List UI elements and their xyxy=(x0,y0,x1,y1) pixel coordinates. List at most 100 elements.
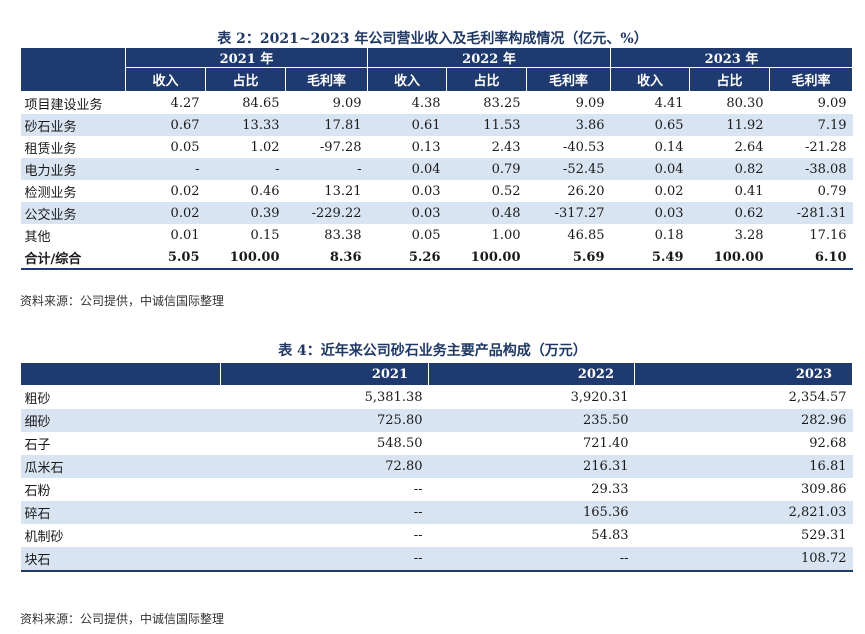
column-header: 占比 xyxy=(689,67,771,92)
row-label: 石子 xyxy=(24,438,51,453)
table-cell: -40.53 xyxy=(562,139,605,155)
year-header: 2022 xyxy=(428,362,635,386)
table-cell: -52.45 xyxy=(526,158,611,180)
table-cell: 5.05 xyxy=(125,246,206,270)
row-label: 砂石业务 xyxy=(20,114,126,136)
table-cell: 309.86 xyxy=(801,482,847,497)
year-header: 2022 年 xyxy=(367,47,612,68)
table-cell: 216.31 xyxy=(428,455,635,478)
table-cell: 100.00 xyxy=(446,246,527,270)
table-cell: -229.22 xyxy=(285,202,368,224)
table-cell: 0.04 xyxy=(367,158,447,180)
table-row: 电力业务 - - -0.04 0.79 -52.45 0.04 0.82 -38.08 xyxy=(20,158,853,180)
table-cell: -281.31 xyxy=(769,202,853,224)
row-label: 租赁业务 xyxy=(24,141,77,157)
table-cell: -97.28 xyxy=(319,139,362,155)
table-cell: 29.33 xyxy=(591,482,629,497)
table-row: 石粉 -- 29.33 309.86 xyxy=(21,478,853,501)
table-cell: 5.69 xyxy=(526,246,611,270)
row-label: 机制砂 xyxy=(24,530,64,545)
table-cell: 529.31 xyxy=(801,528,847,543)
row-label: 石粉 xyxy=(24,484,51,499)
table-cell: 0.65 xyxy=(610,114,690,136)
row-label: 粗砂 xyxy=(24,392,51,407)
table4-title: 表 4：近年来公司砂石业务主要产品构成（万元） xyxy=(278,343,587,359)
column-header: 占比 xyxy=(446,67,528,92)
row-label: 检测业务 xyxy=(24,185,77,201)
table-row: 块石 -- -- 108.72 xyxy=(20,547,853,572)
year-header: 2023 年 xyxy=(610,47,854,68)
column-header: 收入 xyxy=(610,67,691,92)
table-cell: 11.53 xyxy=(446,114,527,136)
row-label: 公交业务 xyxy=(20,202,126,224)
table-row: 石子 548.50 721.40 92.68 xyxy=(21,432,853,455)
table-cell: 17.16 xyxy=(809,227,847,243)
table-cell: 0.62 xyxy=(689,202,770,224)
year-header: 2021 xyxy=(220,362,429,386)
table-row: 砂石业务 0.67 13.33 17.81 0.61 11.53 3.86 0.65 11.92… xyxy=(20,114,853,136)
row-label: 碎石 xyxy=(20,501,221,524)
table-cell: 3,920.31 xyxy=(570,390,629,405)
table-row: 公交业务 0.02 0.39 -229.22 0.03 0.48 -317.27 0.03 0.… xyxy=(20,202,853,224)
table-cell: 4.27 xyxy=(170,95,200,111)
table-cell: 0.61 xyxy=(367,114,447,136)
column-header: 毛利率 xyxy=(284,67,369,92)
table-cell: 0.79 xyxy=(446,158,527,180)
row-label: 项目建设业务 xyxy=(24,97,103,113)
table-cell: 0.01 xyxy=(170,227,200,243)
table-cell: 84.65 xyxy=(242,95,280,111)
column-header: 占比 xyxy=(205,67,286,92)
table-cell: 0.03 xyxy=(610,202,690,224)
column-header: 毛利率 xyxy=(769,67,854,92)
revenue-margin-table: 2021 年 2022 年 2023 年 收入 占比 毛利率 收入 占比 毛利率 收入 占比毛… xyxy=(20,47,854,270)
table-row: 其他 0.01 0.15 83.38 0.05 1.00 46.85 0.18 3.28 17.1… xyxy=(21,224,853,246)
table-cell: 0.48 xyxy=(446,202,527,224)
row-label: 瓜米石 xyxy=(20,455,221,478)
table-cell: 0.41 xyxy=(734,183,764,199)
sand-products-table: 2021 2022 2023 粗砂 5,381.38 3,920.31 2,354.5… xyxy=(20,362,853,572)
table-cell: 0.67 xyxy=(125,114,206,136)
row-label: 合计/综合 xyxy=(20,246,126,270)
table-cell: 100.00 xyxy=(689,246,770,270)
table-cell: 5.49 xyxy=(610,246,690,270)
table-cell: 2,821.03 xyxy=(634,501,853,524)
table-cell: 13.21 xyxy=(324,183,362,199)
table-cell: 0.79 xyxy=(817,183,847,199)
total-row: 合计/综合 5.05 100.00 8.36 5.26 100.00 5.69 5.49 100… xyxy=(20,246,853,270)
year-header: 2021 年 xyxy=(124,47,369,68)
table-cell: 17.81 xyxy=(285,114,368,136)
table-cell: 5,381.38 xyxy=(364,390,423,405)
table-cell: 2.64 xyxy=(734,139,764,155)
table-row: 细砂 725.80 235.50 282.96 xyxy=(20,409,853,432)
table2-title: 表 2：2021~2023 年公司营业收入及毛利率构成情况（亿元、%） xyxy=(217,31,648,47)
table-cell: 0.46 xyxy=(250,183,280,199)
table-row: 机制砂 -- 54.83 529.31 xyxy=(21,524,853,547)
row-label: 细砂 xyxy=(20,409,221,432)
corner-header-cell xyxy=(20,47,126,92)
table-cell: 1.02 xyxy=(250,139,280,155)
table-cell: 0.13 xyxy=(411,139,441,155)
table-cell: 725.80 xyxy=(220,409,429,432)
table-cell: 72.80 xyxy=(220,455,429,478)
table-cell: 46.85 xyxy=(567,227,605,243)
table-row: 项目建设业务 4.27 84.65 9.09 4.38 83.25 9.09 4.41 80.3… xyxy=(21,92,853,115)
column-header: 收入 xyxy=(125,67,206,92)
column-header: 收入 xyxy=(367,67,448,92)
table-cell: 0.02 xyxy=(170,183,200,199)
table-cell: 0.05 xyxy=(170,139,200,155)
table-cell: 7.19 xyxy=(769,114,853,136)
row-label: 电力业务 xyxy=(20,158,126,180)
table-cell: 9.09 xyxy=(575,95,605,111)
row-label: 块石 xyxy=(20,547,221,572)
table-cell: 2,354.57 xyxy=(788,390,847,405)
table-cell: 235.50 xyxy=(428,409,635,432)
table-cell: 16.81 xyxy=(634,455,853,478)
table-cell: 100.00 xyxy=(205,246,286,270)
table-cell: 4.38 xyxy=(411,95,441,111)
table-cell: 54.83 xyxy=(591,528,629,543)
table-cell: 9.09 xyxy=(332,95,362,111)
table-row: 碎石 -- 165.36 2,821.03 xyxy=(20,501,853,524)
table-cell: 9.09 xyxy=(817,95,847,111)
table-cell: 11.92 xyxy=(689,114,770,136)
table-cell: - xyxy=(125,158,206,180)
